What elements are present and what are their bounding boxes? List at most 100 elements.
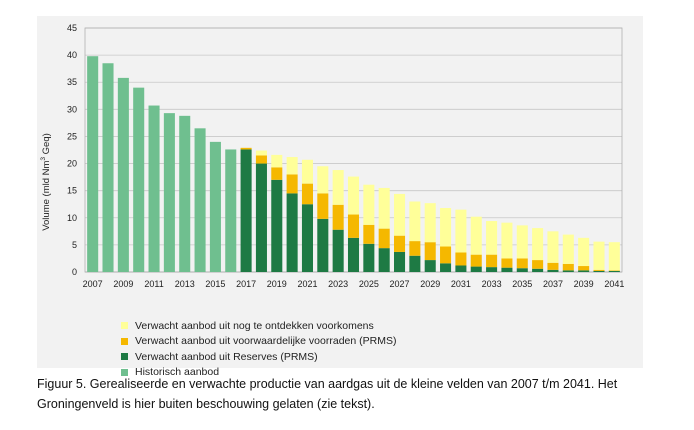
x-tick-label: 2017 bbox=[236, 279, 256, 289]
y-tick-label: 5 bbox=[72, 240, 77, 250]
bar-segment-2025-s1 bbox=[363, 243, 375, 272]
x-tick-label: 2011 bbox=[144, 279, 163, 289]
y-tick-label: 15 bbox=[67, 186, 77, 196]
bar-segment-2020-s3 bbox=[286, 157, 298, 175]
bar-segment-2018-s3 bbox=[255, 150, 267, 156]
bar-segment-2032-s1 bbox=[470, 266, 482, 272]
y-tick-label: 30 bbox=[67, 104, 77, 114]
y-tick-label: 0 bbox=[72, 267, 77, 277]
legend-label: Historisch aanbod bbox=[135, 366, 220, 379]
bar-segment-2010-s0 bbox=[133, 87, 145, 273]
legend-label: Verwacht aanbod uit voorwaardelijke voor… bbox=[135, 335, 397, 348]
bar-segment-2019-s1 bbox=[271, 179, 283, 272]
legend-label: Verwacht aanbod uit nog te ontdekken voo… bbox=[135, 319, 374, 332]
bar-segment-2021-s2 bbox=[301, 183, 313, 205]
bar-segment-2017-s1 bbox=[240, 149, 252, 272]
x-tick-label: 2037 bbox=[543, 279, 563, 289]
x-tick-label: 2019 bbox=[267, 279, 287, 289]
y-tick-label: 40 bbox=[67, 50, 77, 60]
legend-swatch bbox=[121, 337, 128, 345]
bar-segment-2025-s2 bbox=[363, 224, 375, 244]
bar-segment-2033-s2 bbox=[486, 254, 498, 268]
bar-segment-2022-s3 bbox=[317, 166, 329, 194]
bar-segment-2031-s3 bbox=[455, 209, 467, 253]
bar-segment-2028-s2 bbox=[409, 241, 421, 256]
bar-segment-2026-s1 bbox=[378, 248, 390, 272]
bar-segment-2018-s1 bbox=[255, 163, 267, 272]
bar-segment-2041-s3 bbox=[608, 242, 620, 271]
bar-segment-2014-s0 bbox=[194, 128, 206, 272]
chart-panel: 0 5 10 15 20 25 30 35 40 45 2007 2009 2011 2013 2015 20… bbox=[37, 16, 643, 378]
x-tick-label: 2041 bbox=[604, 279, 624, 289]
bar-segment-2032-s3 bbox=[470, 216, 482, 255]
bar-segment-2027-s2 bbox=[394, 235, 406, 252]
legend-swatch bbox=[121, 368, 128, 376]
bar-segment-2012-s0 bbox=[163, 113, 175, 272]
bar-segment-2015-s0 bbox=[209, 141, 221, 272]
bar-segment-2038-s2 bbox=[562, 263, 574, 271]
legend-item: Historisch aanbod bbox=[121, 365, 396, 381]
bar-segment-2035-s2 bbox=[516, 258, 528, 269]
bar-segment-2024-s3 bbox=[347, 176, 360, 215]
bar-segment-2029-s2 bbox=[424, 242, 436, 261]
bar-segment-2030-s3 bbox=[440, 208, 452, 247]
bar-segment-2021-s1 bbox=[301, 204, 313, 272]
x-tick-label: 2031 bbox=[451, 279, 471, 289]
legend-item: Verwacht aanbod uit nog te ontdekken voo… bbox=[121, 318, 396, 334]
bar-segment-2026-s3 bbox=[378, 187, 390, 229]
bar-segment-2019-s2 bbox=[271, 167, 283, 180]
bar-segment-2033-s3 bbox=[486, 221, 498, 255]
bar-segment-2037-s2 bbox=[547, 262, 559, 270]
x-tick-label: 2007 bbox=[83, 279, 103, 289]
bar-segment-2023-s1 bbox=[332, 229, 344, 272]
bar-segment-2017-s2 bbox=[240, 147, 252, 150]
y-tick-label: 45 bbox=[67, 23, 77, 33]
y-tick-label: 10 bbox=[67, 213, 77, 223]
bar-segment-2028-s1 bbox=[409, 255, 421, 272]
bar-segment-2021-s3 bbox=[301, 159, 313, 184]
bar-segment-2008-s0 bbox=[102, 63, 114, 272]
legend-label: Verwacht aanbod uit Reserves (PRMS) bbox=[135, 350, 318, 363]
chart-legend: Verwacht aanbod uit nog te ontdekken voo… bbox=[121, 318, 396, 380]
bar-segment-2023-s3 bbox=[332, 170, 344, 205]
bar-segment-2024-s1 bbox=[347, 237, 360, 272]
bar-segment-2030-s1 bbox=[440, 263, 452, 272]
bar-segment-2034-s3 bbox=[501, 222, 513, 259]
bar-segment-2007-s0 bbox=[87, 56, 99, 272]
x-tick-label: 2033 bbox=[482, 279, 502, 289]
bar-segment-2036-s3 bbox=[532, 228, 544, 261]
bar-segment-2025-s3 bbox=[363, 184, 375, 225]
bar-segment-2027-s1 bbox=[394, 251, 406, 272]
bar-segment-2038-s1 bbox=[562, 270, 574, 272]
legend-swatch bbox=[121, 322, 128, 330]
bar-segment-2018-s2 bbox=[255, 155, 267, 164]
bar-segment-2022-s2 bbox=[317, 193, 329, 219]
bar-segment-2037-s3 bbox=[547, 231, 559, 263]
bar-segment-2038-s3 bbox=[562, 234, 574, 264]
bar-segment-2030-s2 bbox=[440, 246, 452, 264]
bar-segment-2024-s2 bbox=[347, 214, 360, 238]
bar-segment-2029-s1 bbox=[424, 260, 436, 272]
bar-segment-2022-s1 bbox=[317, 218, 329, 272]
y-tick-label: 20 bbox=[67, 159, 77, 169]
legend-swatch bbox=[121, 353, 128, 361]
bar-segment-2016-s0 bbox=[225, 149, 237, 272]
bar-segment-2023-s2 bbox=[332, 204, 344, 230]
bar-segment-2034-s2 bbox=[501, 258, 513, 268]
bar-segment-2034-s1 bbox=[501, 267, 513, 272]
x-tick-label: 2021 bbox=[297, 279, 317, 289]
x-tick-label: 2025 bbox=[359, 279, 379, 289]
bar-segment-2031-s2 bbox=[455, 252, 467, 266]
x-tick-label: 2023 bbox=[328, 279, 348, 289]
bar-segment-2026-s2 bbox=[378, 228, 390, 249]
bar-segment-2039-s2 bbox=[578, 266, 590, 271]
y-tick-label: 35 bbox=[67, 77, 77, 87]
y-axis-label: Volume (mld Nm3 Geq) bbox=[40, 133, 52, 231]
bar-segment-2039-s1 bbox=[578, 270, 590, 272]
bar-segment-2035-s3 bbox=[516, 225, 528, 259]
bar-segment-2039-s3 bbox=[578, 237, 590, 267]
bar-segment-2011-s0 bbox=[148, 105, 160, 272]
x-tick-label: 2013 bbox=[175, 279, 195, 289]
y-tick-label: 25 bbox=[67, 131, 77, 141]
